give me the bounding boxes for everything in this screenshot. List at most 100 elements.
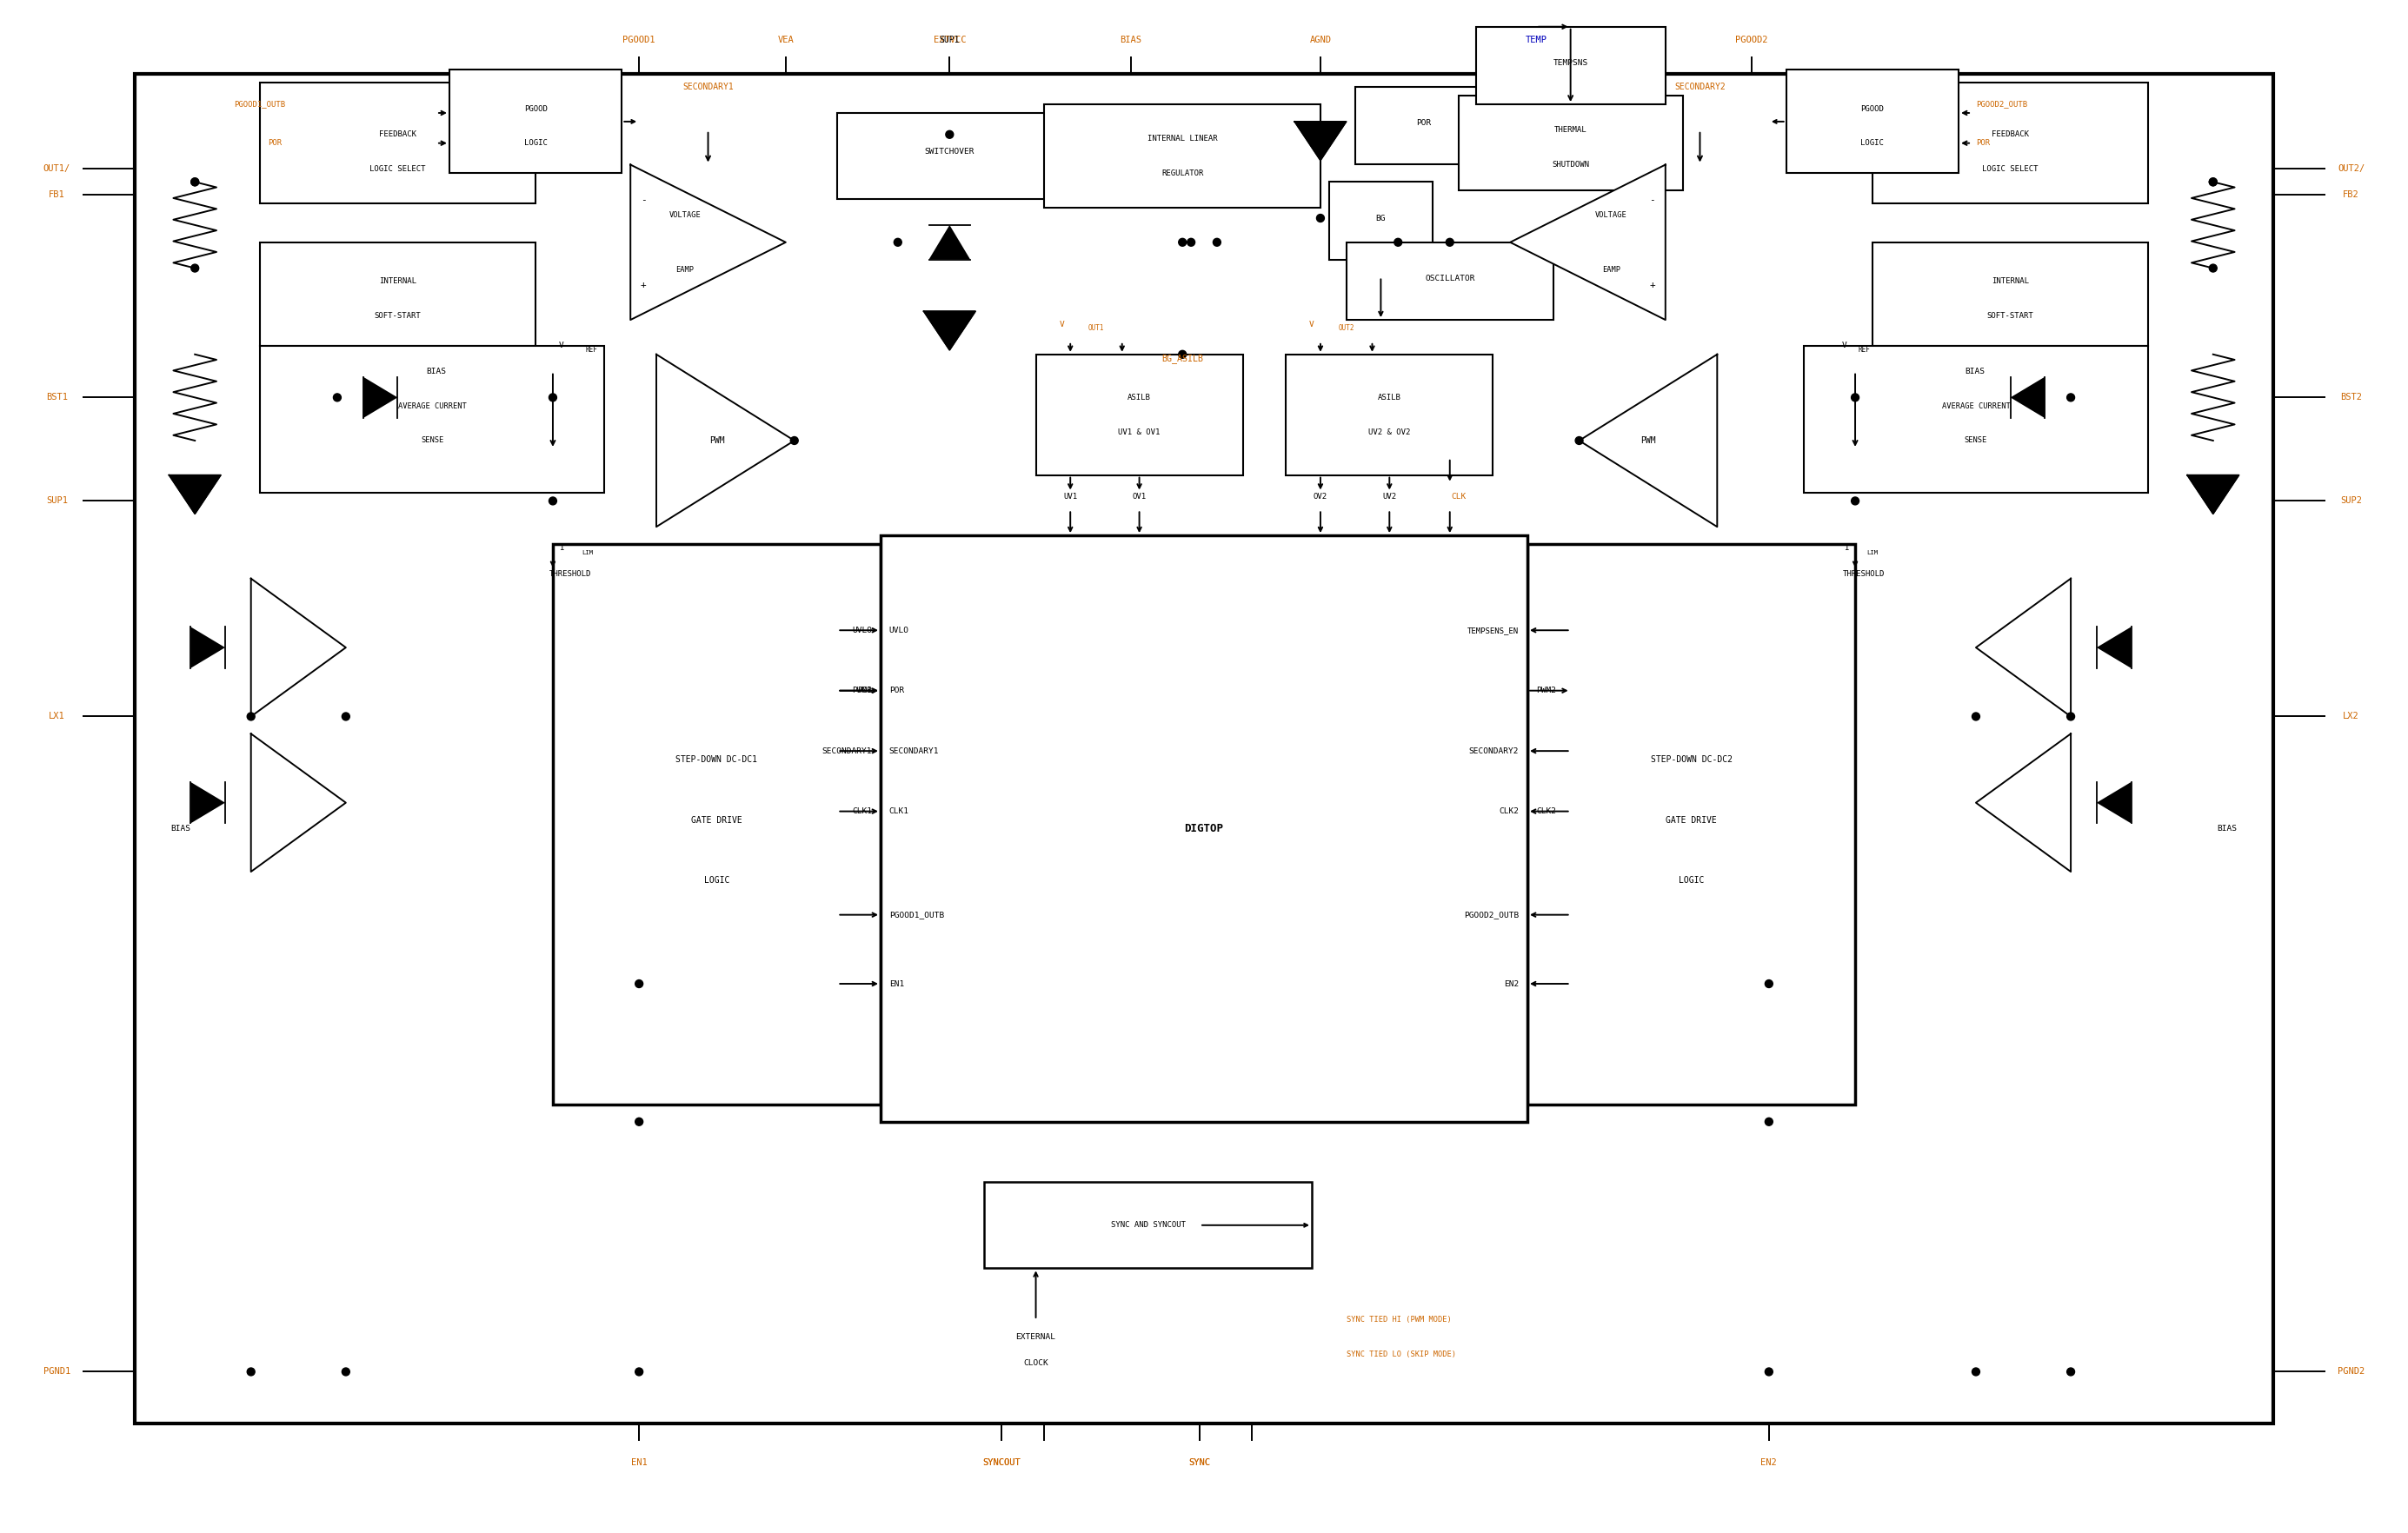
- Text: LIM: LIM: [583, 550, 592, 555]
- Polygon shape: [250, 578, 347, 716]
- Circle shape: [1178, 351, 1187, 359]
- Circle shape: [636, 1367, 643, 1375]
- Polygon shape: [190, 627, 224, 668]
- Text: OV1: OV1: [1132, 492, 1146, 501]
- Text: SECONDARY2: SECONDARY2: [1674, 83, 1727, 92]
- FancyBboxPatch shape: [450, 71, 621, 173]
- Circle shape: [2066, 1367, 2076, 1375]
- Text: BIAS: BIAS: [426, 368, 445, 376]
- Polygon shape: [250, 734, 347, 872]
- Text: POR: POR: [1416, 120, 1430, 127]
- Text: SOFT-START: SOFT-START: [373, 311, 421, 319]
- Text: PGOOD2_OUTB: PGOOD2_OUTB: [1977, 101, 2028, 109]
- FancyBboxPatch shape: [1346, 242, 1553, 320]
- Polygon shape: [1580, 354, 1717, 527]
- Circle shape: [342, 1367, 349, 1375]
- Text: VOLTAGE: VOLTAGE: [1594, 212, 1628, 219]
- Text: V: V: [1060, 320, 1064, 328]
- Text: OUT2: OUT2: [1339, 325, 1353, 333]
- Circle shape: [2066, 713, 2076, 721]
- Text: BG_ASILB: BG_ASILB: [1161, 354, 1204, 363]
- Polygon shape: [1977, 578, 2071, 716]
- Text: DIGTOP: DIGTOP: [1185, 823, 1223, 834]
- Text: OV2: OV2: [1312, 492, 1327, 501]
- Text: REGULATOR: REGULATOR: [1161, 169, 1204, 178]
- Text: CLK2: CLK2: [1536, 808, 1556, 816]
- Text: BST2: BST2: [2341, 392, 2362, 402]
- Text: LOGIC SELECT: LOGIC SELECT: [368, 166, 426, 173]
- Text: AVERAGE CURRENT: AVERAGE CURRENT: [397, 402, 467, 409]
- Text: SUP1: SUP1: [939, 35, 961, 44]
- Text: CLOCK: CLOCK: [1023, 1360, 1047, 1367]
- Text: ASILB: ASILB: [1127, 394, 1151, 402]
- Text: -: -: [1649, 195, 1654, 204]
- Text: UV2 & OV2: UV2 & OV2: [1368, 428, 1411, 435]
- Text: SYNC TIED HI (PWM MODE): SYNC TIED HI (PWM MODE): [1346, 1317, 1452, 1325]
- FancyBboxPatch shape: [985, 1182, 1312, 1268]
- Circle shape: [1187, 239, 1194, 247]
- Text: OSCILLATOR: OSCILLATOR: [1426, 274, 1474, 282]
- Text: REF: REF: [585, 346, 597, 354]
- Text: SECONDARY1: SECONDARY1: [681, 83, 734, 92]
- Text: SUP2: SUP2: [2341, 497, 2362, 506]
- Text: SENSE: SENSE: [1965, 437, 1987, 445]
- Polygon shape: [364, 377, 397, 419]
- FancyBboxPatch shape: [135, 74, 2273, 1424]
- Text: TEMP: TEMP: [1524, 35, 1546, 44]
- Text: VOLTAGE: VOLTAGE: [669, 212, 701, 219]
- Text: +: +: [641, 281, 645, 290]
- FancyBboxPatch shape: [1804, 346, 2148, 492]
- Polygon shape: [631, 164, 785, 320]
- Circle shape: [248, 713, 255, 721]
- Text: SYNC AND SYNCOUT: SYNC AND SYNCOUT: [1110, 1222, 1185, 1229]
- Text: POR: POR: [1977, 140, 1989, 147]
- Text: SWITCHOVER: SWITCHOVER: [925, 147, 975, 156]
- Text: POR: POR: [267, 140, 282, 147]
- Text: V: V: [1310, 320, 1315, 328]
- Text: PWM: PWM: [1640, 437, 1657, 445]
- Text: V: V: [559, 342, 563, 350]
- Circle shape: [1394, 239, 1401, 247]
- Polygon shape: [190, 782, 224, 823]
- Circle shape: [2208, 178, 2218, 185]
- Text: SECONDARY2: SECONDARY2: [1469, 747, 1519, 754]
- Circle shape: [946, 130, 954, 138]
- Text: PWM1: PWM1: [852, 687, 872, 694]
- Text: PGOOD1: PGOOD1: [624, 35, 655, 44]
- Circle shape: [248, 1367, 255, 1375]
- Text: SENSE: SENSE: [421, 437, 443, 445]
- Text: LIM: LIM: [1866, 550, 1878, 555]
- Text: SYNC: SYNC: [1190, 1458, 1211, 1467]
- Circle shape: [549, 394, 556, 402]
- Polygon shape: [169, 475, 222, 514]
- Circle shape: [1214, 239, 1221, 247]
- FancyBboxPatch shape: [1459, 95, 1683, 190]
- Text: LOGIC: LOGIC: [1678, 875, 1705, 885]
- Text: OUT1: OUT1: [1088, 325, 1105, 333]
- Text: SOFT-START: SOFT-START: [1987, 311, 2035, 319]
- Text: I: I: [1845, 544, 1849, 552]
- Circle shape: [1765, 1367, 1772, 1375]
- Text: INTERNAL: INTERNAL: [378, 277, 417, 285]
- Text: CLK: CLK: [1452, 492, 1466, 501]
- Text: PGOOD1_OUTB: PGOOD1_OUTB: [234, 101, 284, 109]
- Text: CLK1: CLK1: [852, 808, 872, 816]
- Text: THRESHOLD: THRESHOLD: [1842, 570, 1885, 578]
- Circle shape: [1972, 713, 1979, 721]
- Circle shape: [190, 178, 200, 185]
- Text: BIAS: BIAS: [171, 825, 190, 832]
- Text: CLK2: CLK2: [1498, 808, 1519, 816]
- Text: OUT1/: OUT1/: [43, 164, 70, 173]
- Text: UV2: UV2: [1382, 492, 1397, 501]
- Text: FB2: FB2: [2343, 190, 2360, 199]
- Text: EN2: EN2: [1760, 1458, 1777, 1467]
- FancyBboxPatch shape: [1356, 87, 1493, 164]
- FancyBboxPatch shape: [260, 242, 535, 346]
- Text: SYNCOUT: SYNCOUT: [982, 1458, 1021, 1467]
- Text: V: V: [1842, 342, 1847, 350]
- Circle shape: [1852, 394, 1859, 402]
- Text: I: I: [559, 544, 563, 552]
- Circle shape: [636, 1118, 643, 1125]
- Circle shape: [1445, 239, 1454, 247]
- Text: STEP-DOWN DC-DC1: STEP-DOWN DC-DC1: [677, 756, 759, 763]
